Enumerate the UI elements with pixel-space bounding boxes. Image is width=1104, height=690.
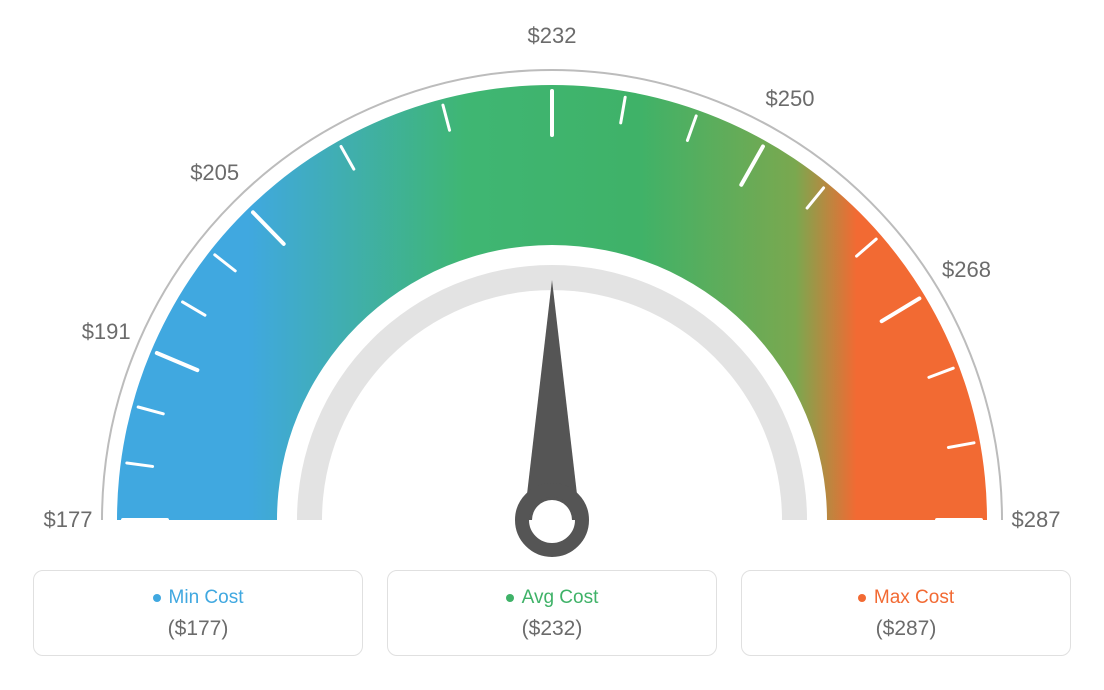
tick-label: $287 <box>1012 507 1061 533</box>
gauge-svg <box>0 0 1104 560</box>
legend-box-max: Max Cost ($287) <box>741 570 1071 656</box>
legend-dot-max <box>858 594 866 602</box>
legend-title-min: Min Cost <box>153 587 244 609</box>
gauge-area: $177 $191 $205 $232 $250 $268 $287 <box>0 0 1104 560</box>
legend-label-max: Max Cost <box>874 587 954 609</box>
tick-label: $205 <box>190 160 239 186</box>
legend-box-min: Min Cost ($177) <box>33 570 363 656</box>
cost-gauge-widget: $177 $191 $205 $232 $250 $268 $287 Min Cost ($… <box>0 0 1104 690</box>
tick-label: $232 <box>528 23 577 49</box>
legend-title-max: Max Cost <box>858 587 954 609</box>
tick-label: $191 <box>82 319 131 345</box>
legend-value-min: ($177) <box>34 617 362 641</box>
legend-value-max: ($287) <box>742 617 1070 641</box>
legend-label-min: Min Cost <box>169 587 244 609</box>
legend-dot-min <box>153 594 161 602</box>
tick-label: $250 <box>766 86 815 112</box>
legend-value-avg: ($232) <box>388 617 716 641</box>
needle-hub-inner <box>532 500 572 540</box>
legend-dot-avg <box>506 594 514 602</box>
legend-box-avg: Avg Cost ($232) <box>387 570 717 656</box>
legend-row: Min Cost ($177) Avg Cost ($232) Max Cost… <box>0 570 1104 656</box>
legend-label-avg: Avg Cost <box>522 587 599 609</box>
legend-title-avg: Avg Cost <box>506 587 599 609</box>
tick-label: $268 <box>942 257 991 283</box>
tick-label: $177 <box>44 507 93 533</box>
